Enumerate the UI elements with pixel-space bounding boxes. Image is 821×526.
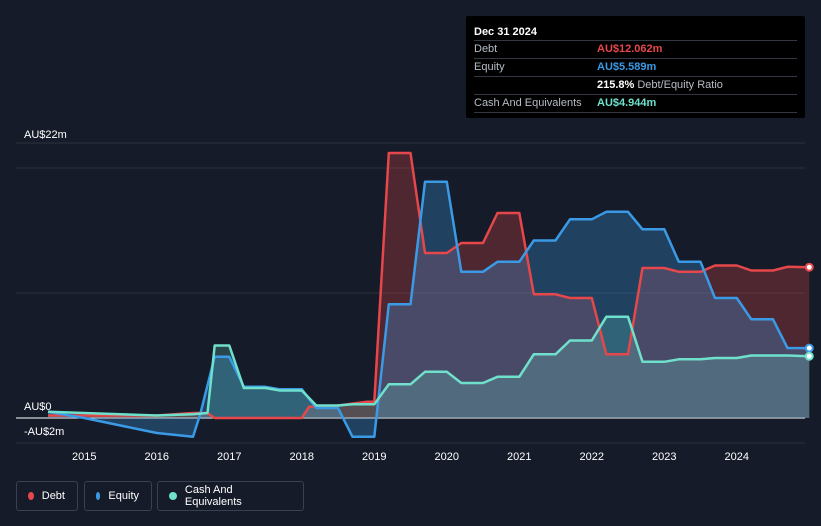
- line-cash-and-equivalents: [47, 315, 810, 417]
- x-tick-label: 2018: [290, 451, 314, 463]
- x-tick-label: 2017: [217, 451, 241, 463]
- series-endpoints: [804, 262, 814, 361]
- x-tick-label: 2015: [72, 451, 96, 463]
- legend-label-debt: Debt: [41, 490, 65, 502]
- tooltip-panel: Dec 31 2024 Debt AU$12.062m Equity AU$5.…: [466, 16, 805, 118]
- tooltip-value-debt: AU$12.062m: [597, 43, 663, 55]
- series-lines: [47, 151, 810, 439]
- gridlines: [16, 142, 805, 444]
- tooltip-value-cash: AU$4.944m: [597, 97, 657, 109]
- tooltip-row-cash: Cash And Equivalents AU$4.944m: [474, 94, 797, 113]
- legend-dot-cash: [169, 492, 177, 500]
- endpoint-cash-and-equivalents: [804, 351, 814, 361]
- tooltip-row-ratio: 215.8% Debt/Equity Ratio: [474, 76, 797, 94]
- y-tick-label: -AU$2m: [24, 426, 64, 438]
- area-debt: [48, 153, 810, 418]
- tooltip-row-debt: Debt AU$12.062m: [474, 40, 797, 58]
- y-axis-labels: AU$22m AU$0 -AU$2m: [24, 129, 67, 438]
- x-tick-label: 2020: [435, 451, 459, 463]
- x-tick-label: 2016: [145, 451, 169, 463]
- tooltip-value-ratio: 215.8%: [597, 79, 635, 91]
- y-tick-label: AU$0: [24, 401, 52, 413]
- y-tick-label: AU$22m: [24, 129, 67, 141]
- x-tick-label: 2019: [362, 451, 386, 463]
- tooltip-label: Debt: [474, 43, 498, 55]
- tooltip-date: Dec 31 2024: [474, 26, 537, 38]
- line-debt: [48, 151, 810, 420]
- x-tick-label: 2021: [507, 451, 531, 463]
- area-equity: [48, 181, 810, 437]
- line-equity: [47, 180, 810, 439]
- tooltip-row-equity: Equity AU$5.589m: [474, 58, 797, 76]
- endpoint-debt: [804, 262, 814, 272]
- tooltip-label: Cash And Equivalents: [474, 97, 582, 109]
- x-axis-labels: 2015 2016 2017 2018 2019 2020 2021 2022 2023 2024: [72, 451, 749, 463]
- area-cash-and-equivalents: [48, 316, 810, 418]
- legend-dot-debt: [28, 492, 34, 500]
- legend-label-cash: Cash And Equivalents: [184, 484, 242, 508]
- legend-label-equity: Equity: [108, 490, 139, 502]
- tooltip-ratio-caption: Debt/Equity Ratio: [637, 79, 723, 91]
- x-tick-label: 2024: [725, 451, 749, 463]
- legend-equity[interactable]: Equity: [84, 481, 152, 511]
- series-areas: [48, 153, 810, 437]
- legend-dot-equity: [96, 492, 101, 500]
- x-tick-label: 2023: [652, 451, 676, 463]
- endpoint-equity: [804, 343, 814, 353]
- x-tick-label: 2022: [580, 451, 604, 463]
- tooltip-label: Equity: [474, 61, 505, 73]
- tooltip-value-equity: AU$5.589m: [597, 61, 657, 73]
- legend-debt[interactable]: Debt: [16, 481, 78, 511]
- legend-cash[interactable]: Cash And Equivalents: [157, 481, 304, 511]
- tooltip-label: [474, 77, 597, 94]
